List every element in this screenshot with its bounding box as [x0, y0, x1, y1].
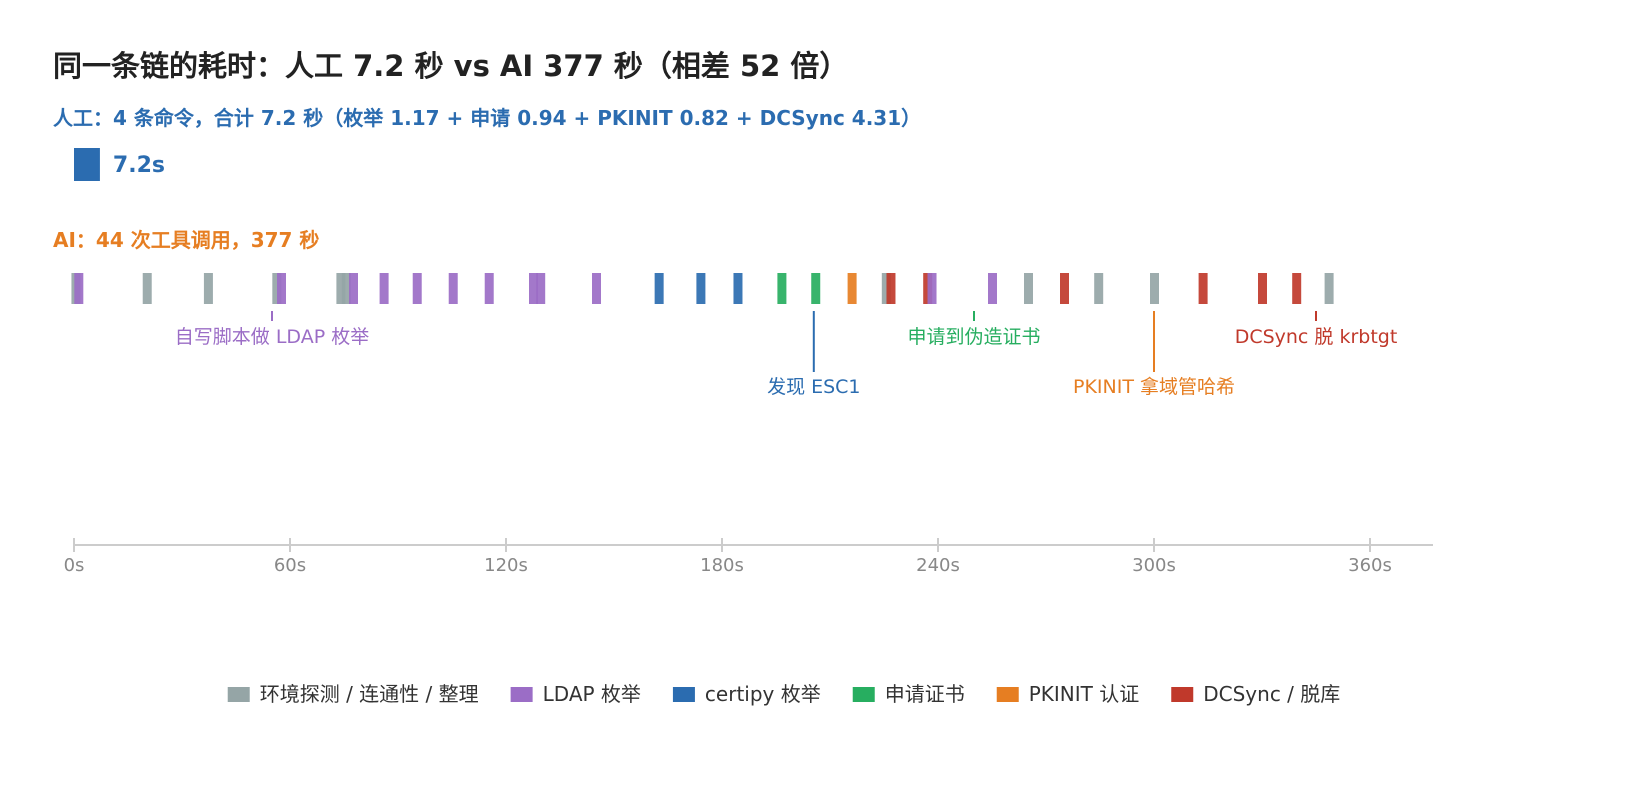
legend-label-dcsync: DCSync / 脱库 — [1203, 682, 1340, 706]
annotation-label: 申请到伪造证书 — [907, 326, 1040, 348]
legend: 环境探测 / 连通性 / 整理 LDAP 枚举 certipy 枚举 申请证书 PKIN… — [227, 682, 1340, 706]
event-mark-ldap — [379, 273, 389, 304]
legend-swatch-pkinit — [996, 687, 1019, 702]
event-mark-ldap — [74, 273, 84, 304]
event-mark-ldap — [536, 273, 546, 304]
event-mark-env — [1024, 273, 1033, 304]
event-mark-req — [811, 273, 821, 304]
x-tick-label: 0s — [64, 555, 85, 576]
event-mark-dcsync — [1258, 273, 1267, 304]
x-tick-label: 300s — [1132, 555, 1176, 576]
event-mark-dcsync — [1060, 273, 1069, 304]
x-tick-label: 240s — [916, 555, 960, 576]
event-mark-env — [1324, 273, 1334, 304]
event-mark-env — [336, 273, 346, 304]
event-mark-certipy — [733, 273, 743, 304]
x-tick-label: 180s — [700, 555, 744, 576]
annotation-label: 自写脚本做 LDAP 枚举 — [175, 326, 369, 348]
event-mark-env — [1094, 273, 1104, 304]
human-duration-label: 7.2s — [113, 153, 165, 178]
legend-label-ldap: LDAP 枚举 — [543, 682, 641, 706]
event-mark-ldap — [529, 273, 538, 304]
event-mark-dcsync — [1198, 273, 1208, 304]
event-mark-req — [777, 273, 787, 304]
event-mark-env — [341, 273, 351, 304]
event-mark-ldap — [988, 273, 997, 304]
human-subtitle: 人工：4 条命令，合计 7.2 秒（枚举 1.17 + 申请 0.94 + PK… — [53, 106, 921, 130]
event-mark-ldap — [349, 273, 358, 304]
legend-swatch-env — [227, 687, 250, 702]
legend-swatch-req — [852, 687, 875, 702]
event-mark-env — [142, 273, 152, 304]
ai-subtitle: AI：44 次工具调用，377 秒 — [53, 228, 319, 252]
event-mark-ldap — [412, 273, 422, 304]
event-mark-dcsync — [1292, 273, 1302, 304]
event-mark-pkinit — [847, 273, 857, 304]
legend-label-certipy: certipy 枚举 — [705, 682, 821, 706]
x-tick-label: 60s — [274, 555, 306, 576]
event-mark-ldap — [277, 273, 286, 304]
event-mark-ldap — [448, 273, 458, 304]
legend-label-env: 环境探测 / 连通性 / 整理 — [260, 682, 479, 706]
chart-title: 同一条链的耗时：人工 7.2 秒 vs AI 377 秒（相差 52 倍） — [53, 49, 848, 83]
legend-swatch-dcsync — [1171, 687, 1194, 702]
ai-event-timeline — [71, 273, 1334, 304]
legend-swatch-ldap — [510, 687, 533, 702]
legend-swatch-certipy — [672, 687, 695, 702]
legend-label-pkinit: PKINIT 认证 — [1029, 682, 1140, 706]
event-mark-env — [272, 273, 282, 304]
annotation-label: DCSync 脱 krbtgt — [1235, 326, 1398, 348]
event-mark-certipy — [696, 273, 706, 304]
annotation-label: 发现 ESC1 — [767, 376, 860, 398]
x-tick-label: 360s — [1348, 555, 1392, 576]
event-mark-env — [1150, 273, 1159, 304]
event-mark-ldap — [927, 273, 937, 304]
event-mark-ldap — [484, 273, 494, 304]
annotation-label: PKINIT 拿域管哈希 — [1073, 375, 1235, 398]
x-tick-label: 120s — [484, 555, 528, 576]
event-mark-env — [881, 273, 891, 304]
human-duration-bar — [74, 148, 100, 181]
x-axis: 0s 60s 120s 180s 240s 300s 360s — [64, 538, 1433, 576]
event-mark-certipy — [654, 273, 664, 304]
event-mark-dcsync — [886, 273, 896, 304]
event-mark-env — [203, 273, 213, 304]
event-mark-ldap — [592, 273, 601, 304]
legend-label-req: 申请证书 — [885, 682, 965, 706]
